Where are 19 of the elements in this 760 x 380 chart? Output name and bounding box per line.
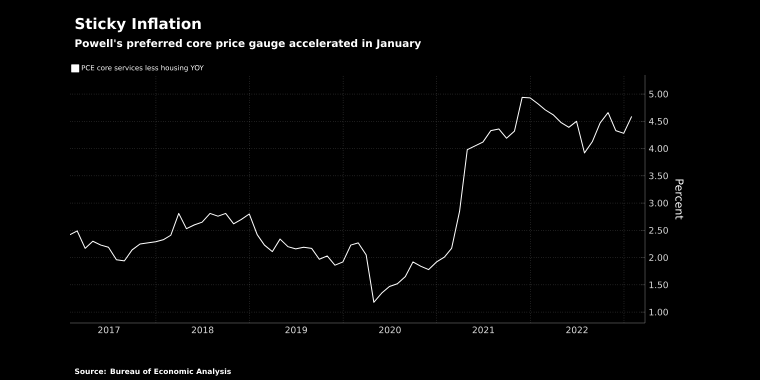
x-tick-label: 2020 xyxy=(379,326,401,334)
y-tick-label: 4.00 xyxy=(648,145,668,152)
chart-subtitle: Powell's preferred core price gauge accelerated in January xyxy=(75,39,422,50)
y-tick-label: 1.00 xyxy=(650,308,668,316)
y-axis-title: Percent xyxy=(675,179,684,220)
x-tick-label: 2022 xyxy=(566,326,588,334)
line-series xyxy=(70,96,632,303)
y-tick-label: 3.50 xyxy=(649,172,668,180)
x-tick-label: 2018 xyxy=(192,326,214,334)
y-tick-label: 5.00 xyxy=(649,90,668,98)
y-tick-label: 2.50 xyxy=(649,226,668,234)
y-tick-label: 2.00 xyxy=(649,254,668,261)
y-tick-label: 1.50 xyxy=(650,281,668,288)
y-tick-label: 4.50 xyxy=(648,118,668,125)
x-tick-label: 2019 xyxy=(285,326,307,334)
y-tick-label: 3.00 xyxy=(649,200,668,206)
x-tick-label: 2021 xyxy=(472,326,494,334)
chart-title: Sticky Inflation xyxy=(76,18,201,32)
x-tick-label: 2017 xyxy=(98,326,120,334)
